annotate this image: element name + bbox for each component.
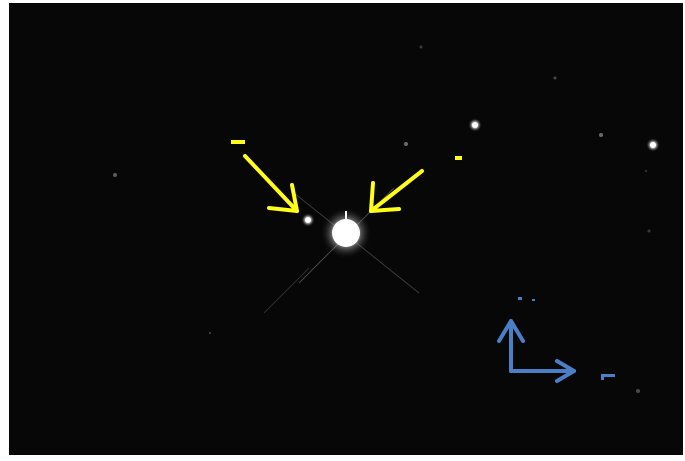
compass-e-fragment-2 <box>601 374 615 377</box>
background-star <box>599 133 603 137</box>
star-b-core <box>305 217 311 223</box>
background-stars <box>113 46 660 394</box>
compass <box>499 321 574 381</box>
star-a-core <box>332 219 360 247</box>
background-star <box>648 230 651 233</box>
background-star <box>404 142 408 146</box>
background-star <box>209 332 211 334</box>
arrow-to-star-a <box>371 171 422 211</box>
background-star <box>554 77 557 80</box>
background-star <box>636 389 640 393</box>
background-star <box>472 122 478 128</box>
star-a-bleed <box>345 211 347 221</box>
background-star <box>650 142 656 148</box>
background-star <box>420 46 423 49</box>
night-sky-photo <box>9 3 683 455</box>
compass-n-fragment-1 <box>518 297 522 300</box>
sky-image <box>9 3 683 455</box>
label-b-fragment <box>231 140 245 144</box>
label-fragments <box>231 140 462 160</box>
compass-n-fragment-2 <box>532 299 535 301</box>
arrow-to-star-b <box>245 156 297 211</box>
background-star <box>113 173 117 177</box>
background-star <box>645 170 647 172</box>
annotation-arrows <box>245 156 422 211</box>
label-a-fragment <box>455 156 462 160</box>
